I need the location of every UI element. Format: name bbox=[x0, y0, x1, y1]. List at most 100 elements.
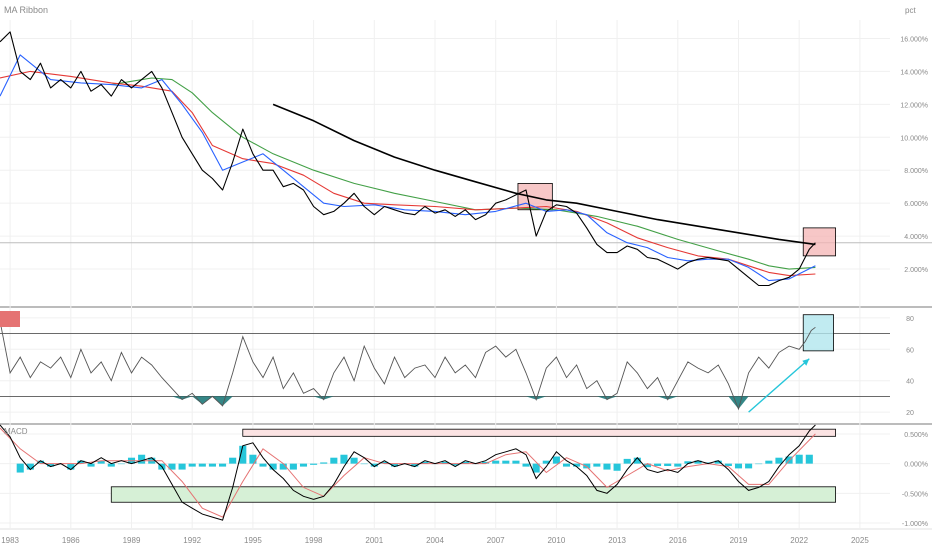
macd-histogram-bar bbox=[704, 462, 712, 464]
macd-histogram-bar bbox=[107, 463, 115, 467]
rsi-trend-arrow[interactable] bbox=[748, 358, 810, 413]
macd-histogram-bar bbox=[67, 463, 75, 470]
price-ytick-label: 4.000% bbox=[904, 234, 928, 241]
time-tick-label: 2019 bbox=[730, 536, 748, 545]
macd-histogram-bar bbox=[208, 463, 216, 467]
price-ytick-label: 16.000% bbox=[900, 36, 928, 43]
macd-histogram-bar bbox=[36, 460, 45, 464]
macd-histogram-bar bbox=[775, 457, 783, 464]
macd-histogram-bar bbox=[320, 462, 328, 464]
highlight-box-2008[interactable] bbox=[517, 183, 553, 211]
price-ytick-label: 10.000% bbox=[900, 135, 928, 142]
time-tick-label: 1989 bbox=[123, 536, 141, 545]
time-tick-label: 2004 bbox=[426, 536, 444, 545]
time-tick-label: 2016 bbox=[669, 536, 687, 545]
time-tick-label: 1992 bbox=[183, 536, 201, 545]
series-ma-black-line bbox=[272, 103, 816, 246]
price-ytick-label: 6.000% bbox=[904, 201, 928, 208]
macd-histogram-bar bbox=[97, 460, 105, 464]
time-tick-label: 1998 bbox=[305, 536, 323, 545]
macd-histogram-bar bbox=[633, 457, 641, 464]
macd-histogram-bar bbox=[370, 463, 378, 467]
macd-histogram-bar bbox=[623, 458, 631, 464]
macd-histogram-bar bbox=[643, 463, 651, 468]
series-ma-red-line bbox=[0, 70, 816, 277]
time-tick-label: 1995 bbox=[244, 536, 262, 545]
macd-histogram-bar bbox=[583, 463, 591, 469]
macd-histogram-bar bbox=[340, 454, 348, 464]
axis-layer: 16.000% 14.000% 12.000% 10.000% 8.000% 6.000%… bbox=[1, 36, 928, 545]
unit-label: pct bbox=[905, 6, 916, 15]
macd-histogram-bar bbox=[350, 457, 358, 464]
macd-histogram-bar bbox=[603, 463, 611, 470]
time-tick-label: 2007 bbox=[487, 536, 505, 545]
macd-histogram-bar bbox=[279, 463, 287, 470]
chart-title: MA Ribbon bbox=[4, 5, 48, 15]
macd-histogram-bar bbox=[482, 461, 490, 464]
macd-histogram-bar bbox=[765, 460, 773, 464]
macd-histogram-bar bbox=[805, 454, 813, 464]
macd-histogram-bar bbox=[47, 463, 55, 467]
time-tick-label: 1983 bbox=[1, 536, 19, 545]
macd-histogram-bar bbox=[259, 463, 267, 467]
macd-main-line bbox=[0, 424, 816, 521]
macd-histogram-bar bbox=[421, 461, 429, 464]
macd-histogram-bar bbox=[522, 463, 530, 467]
series-price-line bbox=[0, 31, 816, 287]
macd-histogram-bar bbox=[552, 456, 560, 464]
macd-signal-line bbox=[0, 427, 816, 518]
rsi-highlight-box[interactable] bbox=[802, 314, 834, 352]
macd-histogram-bar bbox=[724, 463, 732, 467]
time-tick-label: 1986 bbox=[62, 536, 80, 545]
macd-histogram-bar bbox=[654, 463, 662, 467]
macd-histogram-bar bbox=[734, 463, 743, 469]
macd-histogram-bar bbox=[451, 463, 459, 466]
macd-upper-band[interactable] bbox=[242, 428, 837, 437]
macd-histogram-bar bbox=[755, 463, 763, 465]
macd-histogram-bar bbox=[188, 463, 196, 467]
macd-histogram-bar bbox=[613, 463, 621, 471]
macd-histogram-bar bbox=[117, 463, 125, 465]
macd-histogram-bar bbox=[674, 463, 682, 467]
macd-histogram-bar bbox=[461, 461, 469, 464]
price-ytick-label: 14.000% bbox=[900, 69, 928, 76]
annotation-layer bbox=[110, 183, 837, 503]
macd-ytick-label: 0.500% bbox=[904, 432, 928, 439]
macd-histogram-bar bbox=[745, 463, 753, 469]
macd-histogram-bar bbox=[562, 463, 571, 467]
macd-histogram-bar bbox=[502, 460, 510, 464]
macd-ytick-label: -1.000% bbox=[902, 521, 928, 528]
rsi-legend-badge[interactable] bbox=[0, 311, 20, 327]
macd-histogram-bar bbox=[168, 463, 176, 470]
macd-histogram-bar bbox=[239, 445, 247, 464]
macd-histogram-bar bbox=[138, 454, 146, 464]
macd-histogram-bar bbox=[532, 463, 540, 473]
macd-lower-band[interactable] bbox=[110, 486, 837, 503]
time-tick-label: 2013 bbox=[608, 536, 626, 545]
price-ytick-label: 2.000% bbox=[904, 267, 928, 274]
time-tick-label: 2010 bbox=[547, 536, 565, 545]
series-ma-green-line bbox=[111, 77, 816, 270]
rsi-ytick-label: 80 bbox=[906, 316, 914, 323]
series-layer bbox=[0, 31, 816, 521]
series-ma-blue-line bbox=[0, 54, 816, 282]
rsi-ytick-label: 40 bbox=[906, 379, 914, 386]
rsi-trend-arrowhead bbox=[802, 358, 810, 366]
macd-histogram-bar bbox=[390, 463, 399, 467]
macd-ytick-label: -0.500% bbox=[902, 491, 928, 498]
rsi-ytick-label: 20 bbox=[906, 410, 914, 417]
macd-histogram-bar bbox=[380, 461, 388, 464]
time-tick-label: 2025 bbox=[851, 536, 869, 545]
price-ytick-label: 12.000% bbox=[900, 102, 928, 109]
macd-histogram-bar bbox=[492, 460, 500, 464]
price-ytick-label: 8.000% bbox=[904, 168, 928, 175]
macd-histogram-bar bbox=[229, 457, 237, 464]
macd-histogram-bar bbox=[26, 463, 34, 470]
macd-histogram-bar bbox=[178, 463, 186, 470]
macd-histogram-bar bbox=[684, 461, 692, 464]
macd-histogram-bar bbox=[198, 463, 206, 467]
rsi-oversold-fill bbox=[0, 396, 816, 409]
macd-histogram-bar bbox=[542, 460, 550, 464]
